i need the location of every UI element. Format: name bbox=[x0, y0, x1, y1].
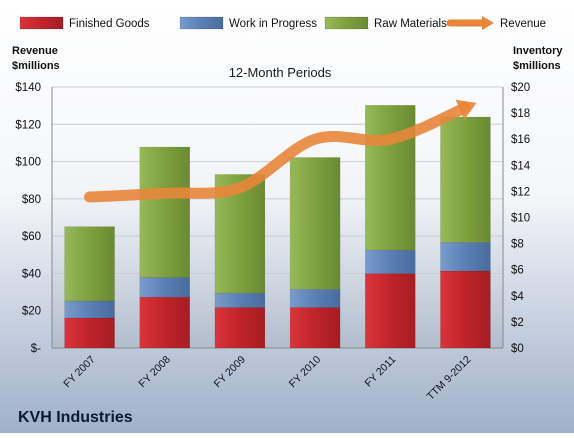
bar-finished-goods bbox=[365, 273, 416, 349]
right-axis-label-line-1: Inventory bbox=[513, 45, 563, 57]
bars bbox=[64, 105, 491, 349]
right-tick-label: $20 bbox=[511, 82, 530, 94]
left-tick-label: $80 bbox=[22, 194, 41, 206]
legend-label: Work in Progress bbox=[229, 18, 317, 30]
right-tick-label: $18 bbox=[511, 108, 530, 120]
legend-label: Revenue bbox=[500, 18, 546, 30]
left-axis-label-line-1: Revenue bbox=[12, 45, 58, 57]
bar-raw-materials bbox=[440, 116, 491, 243]
bar-raw-materials bbox=[289, 157, 341, 290]
legend-swatch bbox=[324, 16, 369, 30]
right-tick-label: $12 bbox=[511, 186, 530, 198]
bar-work-in-progress bbox=[365, 249, 416, 274]
chart-title: 12-Month Periods bbox=[229, 65, 332, 80]
bar-finished-goods bbox=[139, 296, 190, 349]
bar-raw-materials bbox=[64, 226, 115, 302]
right-tick-label: $4 bbox=[511, 291, 524, 303]
left-tick-label: $60 bbox=[22, 231, 41, 243]
revenue-line bbox=[84, 102, 471, 203]
bar-finished-goods bbox=[64, 317, 115, 349]
left-axis-label-line-2: $millions bbox=[12, 60, 60, 72]
bar-raw-materials bbox=[139, 146, 190, 278]
right-tick-label: $2 bbox=[511, 317, 524, 329]
right-tick-label: $8 bbox=[511, 239, 524, 251]
left-tick-label: $120 bbox=[15, 119, 41, 131]
bar-work-in-progress bbox=[289, 289, 341, 308]
bar-raw-materials bbox=[365, 105, 416, 251]
bar-finished-goods bbox=[440, 270, 491, 349]
right-axis-label: Inventory $millions bbox=[513, 45, 566, 72]
left-tick-label: $- bbox=[31, 343, 41, 355]
bar-finished-goods bbox=[214, 307, 266, 349]
legend-swatch bbox=[179, 16, 224, 30]
legend-arrowhead bbox=[482, 16, 494, 30]
left-axis-ticks: $- $20 $40 $60 $80 $100 $120 $140 bbox=[15, 82, 41, 355]
left-tick-label: $40 bbox=[22, 268, 41, 280]
right-tick-label: $14 bbox=[511, 160, 531, 172]
right-tick-label: $0 bbox=[511, 343, 524, 355]
left-axis-label: Revenue $millions bbox=[12, 45, 61, 72]
bar-work-in-progress bbox=[440, 242, 491, 272]
gridlines bbox=[51, 86, 504, 349]
company-name: KVH Industries bbox=[18, 409, 133, 426]
bar-work-in-progress bbox=[214, 292, 266, 308]
legend: Finished Goods Work in Progress Raw Materi… bbox=[19, 16, 546, 30]
right-tick-label: $6 bbox=[511, 265, 524, 277]
bar-work-in-progress bbox=[64, 300, 115, 319]
left-tick-label: $20 bbox=[22, 306, 41, 318]
right-axis-label-line-2: $millions bbox=[513, 60, 561, 72]
right-tick-label: $16 bbox=[511, 134, 530, 146]
right-tick-label: $10 bbox=[511, 213, 530, 225]
legend-swatch bbox=[19, 16, 64, 30]
legend-label: Finished Goods bbox=[69, 18, 150, 30]
bar-work-in-progress bbox=[139, 277, 190, 298]
bar-finished-goods bbox=[289, 307, 341, 349]
left-tick-label: $140 bbox=[15, 82, 41, 94]
revenue-arrowhead bbox=[455, 99, 477, 120]
left-tick-label: $100 bbox=[15, 157, 41, 169]
revenue-line-group bbox=[84, 99, 477, 203]
legend-label: Raw Materials bbox=[374, 18, 447, 30]
right-axis-ticks: $0 $2 $4 $6 $8 $10 $12 $14 $16 $18 $20 bbox=[511, 82, 531, 355]
